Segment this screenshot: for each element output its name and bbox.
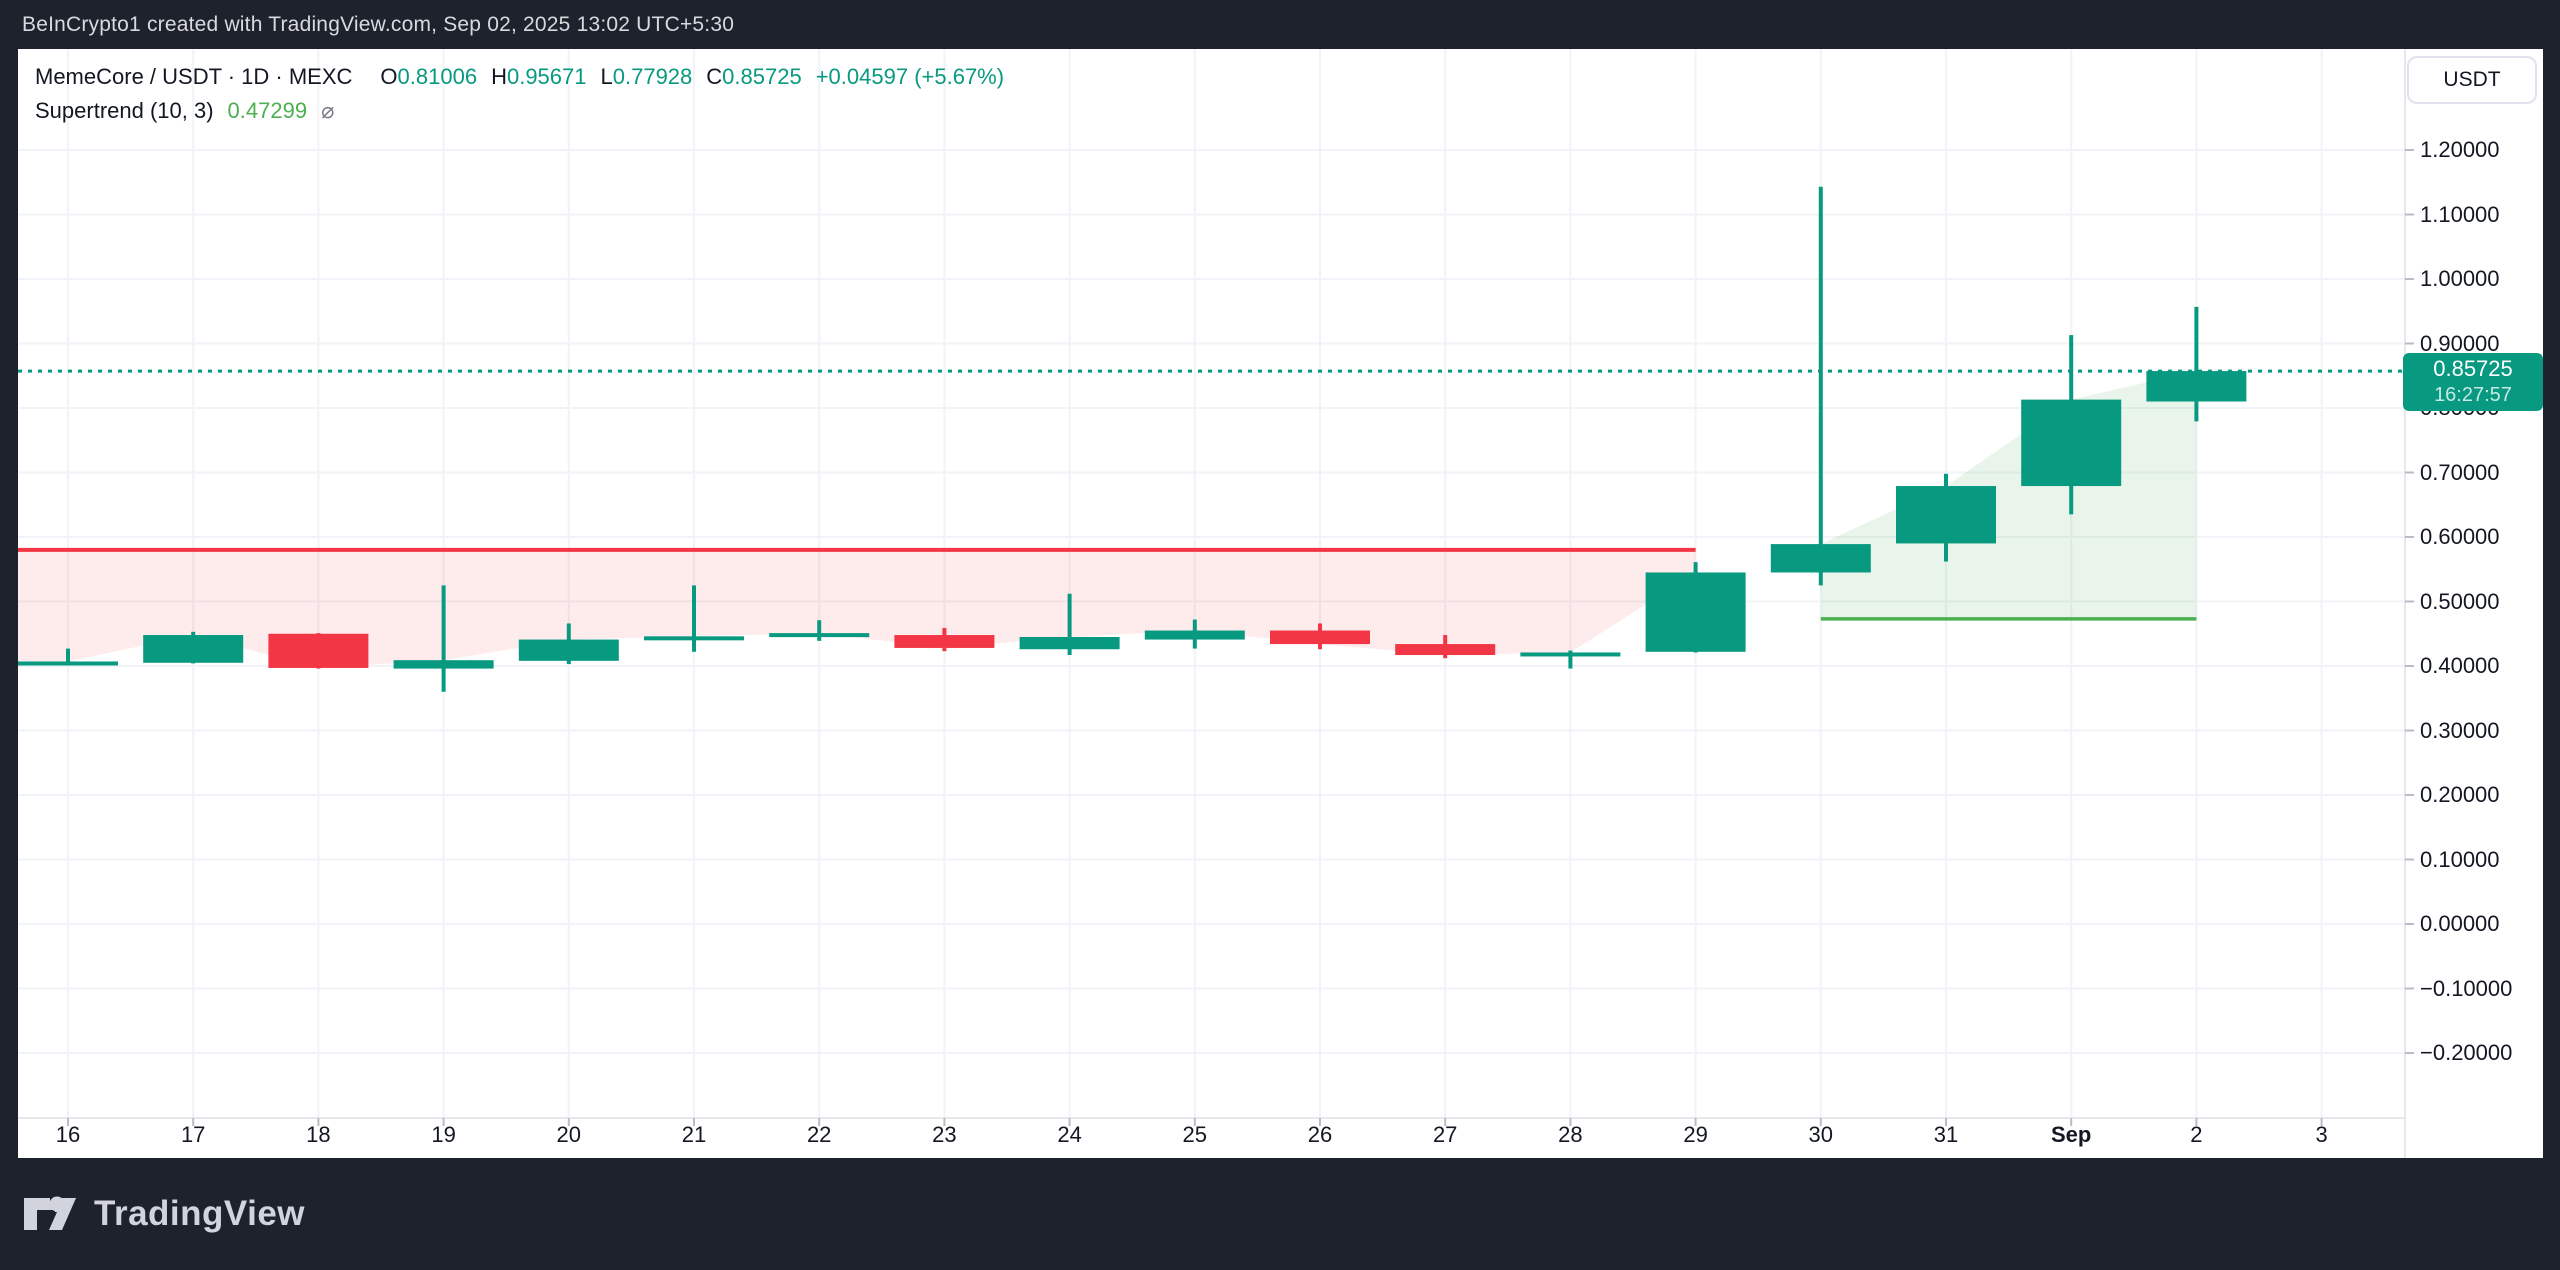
last-price-badge: 0.85725 16:27:57 bbox=[2403, 353, 2543, 412]
high-label: H bbox=[491, 64, 507, 89]
time-axis-label: 22 bbox=[806, 1122, 832, 1147]
price-axis-label: 0.20000 bbox=[2420, 782, 2500, 807]
time-axis-label: 17 bbox=[180, 1122, 206, 1147]
footer-bar: TradingView bbox=[0, 1158, 2560, 1270]
open-value: 0.81006 bbox=[397, 64, 478, 89]
time-axis-label: 21 bbox=[681, 1122, 707, 1147]
price-axis-label: 0.90000 bbox=[2420, 330, 2500, 356]
price-axis-label: 1.10000 bbox=[2420, 201, 2500, 227]
open-label: O bbox=[380, 64, 398, 89]
tradingview-logo-icon bbox=[24, 1196, 76, 1230]
currency-unit-button[interactable]: USDT bbox=[2407, 56, 2537, 104]
attribution-bar: BeInCrypto1 created with TradingView.com… bbox=[0, 0, 2560, 49]
time-axis-label: 28 bbox=[1558, 1122, 1583, 1147]
time-axis-label: Sep bbox=[2051, 1122, 2092, 1147]
attribution-text: BeInCrypto1 created with TradingView.com… bbox=[22, 12, 735, 36]
price-axis-label: 0.10000 bbox=[2420, 846, 2500, 872]
time-axis-label: 25 bbox=[1182, 1122, 1208, 1147]
tradingview-logo-text: TradingView bbox=[94, 1194, 306, 1233]
symbol-title: MemeCore / USDT · 1D · MEXC bbox=[35, 64, 353, 89]
high-value: 0.95671 bbox=[506, 64, 587, 89]
price-axis-label: 0.50000 bbox=[2420, 588, 2500, 614]
price-axis-label: 0.70000 bbox=[2420, 459, 2500, 485]
tradingview-logo: TradingView bbox=[22, 1188, 305, 1240]
price-axis-label: −0.20000 bbox=[2420, 1040, 2513, 1065]
legend-symbol-row: MemeCore / USDT · 1D · MEXC O0.81006 H0.95… bbox=[35, 60, 1004, 94]
indicator-value: 0.47299 bbox=[227, 98, 308, 123]
time-axis-label: 18 bbox=[306, 1122, 331, 1147]
bar-countdown: 16:27:57 bbox=[2434, 384, 2512, 407]
time-axis-label: 30 bbox=[1808, 1122, 1834, 1147]
indicator-name: Supertrend (10, 3) bbox=[35, 98, 214, 123]
low-value: 0.77928 bbox=[612, 64, 693, 89]
change-value: +0.04597 (+5.67%) bbox=[815, 64, 1005, 89]
legend-indicator-row: Supertrend (10, 3) 0.47299 ⌀ bbox=[35, 94, 1004, 128]
time-axis-label: 24 bbox=[1057, 1122, 1082, 1147]
price-axis-label: 1.00000 bbox=[2420, 266, 2500, 291]
time-axis-label: 2 bbox=[2190, 1122, 2203, 1147]
time-axis-label: 20 bbox=[556, 1122, 582, 1147]
price-axis-label: 0.40000 bbox=[2420, 653, 2500, 678]
time-axis-label: 29 bbox=[1683, 1122, 1708, 1147]
last-price-value: 0.85725 bbox=[2433, 356, 2513, 382]
close-value: 0.85725 bbox=[722, 64, 802, 89]
low-label: L bbox=[600, 64, 613, 89]
time-axis-label: 31 bbox=[1933, 1122, 1959, 1147]
price-axis-label: 0.00000 bbox=[2420, 911, 2500, 936]
price-axis-label: 0.30000 bbox=[2420, 717, 2500, 743]
price-axis-label: 1.20000 bbox=[2420, 137, 2500, 162]
price-axis-label: −0.10000 bbox=[2420, 975, 2513, 1001]
time-axis-label: 27 bbox=[1432, 1122, 1458, 1147]
time-axis-label: 19 bbox=[431, 1122, 456, 1147]
chart-legend: MemeCore / USDT · 1D · MEXC O0.81006 H0.95… bbox=[35, 60, 1004, 128]
time-axis-label: 3 bbox=[2315, 1122, 2328, 1147]
time-axis-label: 16 bbox=[55, 1122, 81, 1147]
chart-pane bbox=[18, 49, 2543, 1158]
close-label: C bbox=[706, 64, 723, 89]
indicator-hidden-icon[interactable]: ⌀ bbox=[321, 98, 335, 123]
time-axis-label: 26 bbox=[1307, 1122, 1333, 1147]
time-axis-label: 23 bbox=[932, 1122, 957, 1147]
price-axis-label: 0.60000 bbox=[2420, 524, 2500, 549]
